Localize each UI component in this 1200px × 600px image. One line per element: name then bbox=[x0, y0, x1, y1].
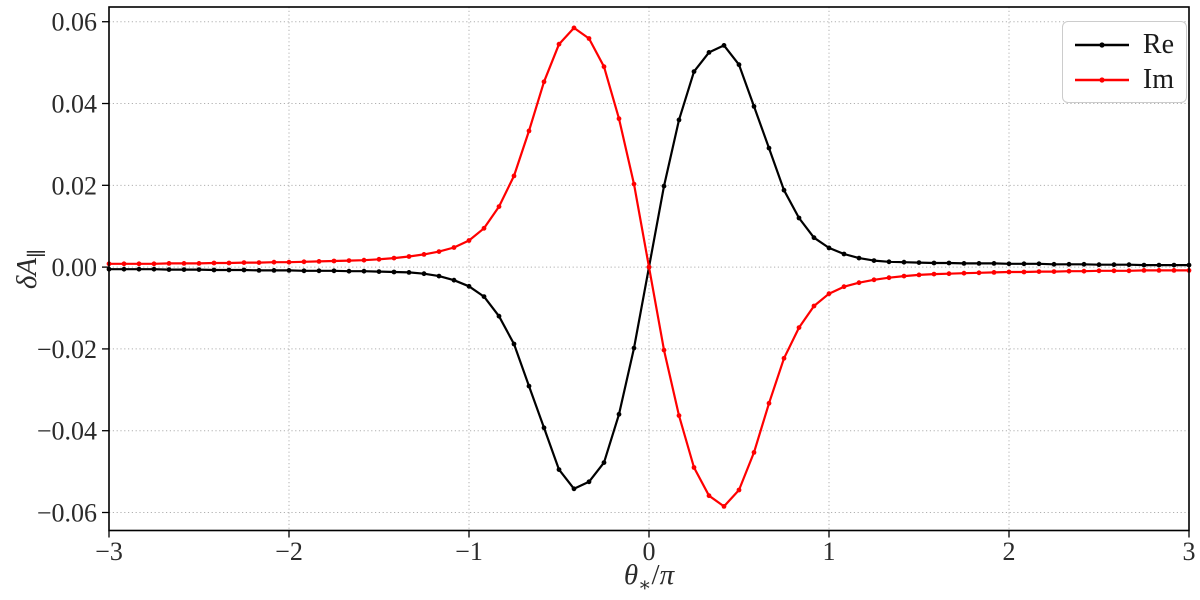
im-line-sample-icon bbox=[1074, 76, 1129, 83]
y-axis-label-sub: ∥ bbox=[25, 248, 48, 258]
x-axis-label-pi: π bbox=[659, 559, 675, 591]
re-line-sample-icon bbox=[1074, 41, 1129, 48]
svg-text:−2: −2 bbox=[275, 537, 303, 566]
svg-text:−0.06: −0.06 bbox=[37, 499, 97, 528]
svg-text:−0.02: −0.02 bbox=[37, 335, 97, 364]
x-axis-label: θ∗/π bbox=[624, 559, 674, 597]
svg-text:2: 2 bbox=[1003, 537, 1016, 566]
svg-text:0.00: 0.00 bbox=[52, 253, 98, 282]
svg-text:−1: −1 bbox=[455, 537, 483, 566]
svg-text:0.06: 0.06 bbox=[52, 8, 98, 37]
legend: Re Im bbox=[1061, 21, 1187, 103]
legend-label-re: Re bbox=[1142, 28, 1174, 60]
svg-text:0.02: 0.02 bbox=[52, 171, 98, 200]
legend-label-im: Im bbox=[1142, 63, 1174, 95]
svg-text:3: 3 bbox=[1183, 537, 1196, 566]
legend-entry-re: Re bbox=[1074, 28, 1174, 61]
svg-text:−0.04: −0.04 bbox=[37, 417, 97, 446]
x-axis-label-theta: θ bbox=[623, 559, 639, 591]
svg-text:0: 0 bbox=[643, 537, 656, 566]
svg-text:−3: −3 bbox=[95, 537, 123, 566]
legend-entry-im: Im bbox=[1074, 63, 1174, 96]
svg-text:0.04: 0.04 bbox=[52, 90, 98, 119]
x-axis-label-sub: ∗ bbox=[638, 573, 652, 596]
y-axis-label: δA∥ bbox=[11, 249, 49, 289]
svg-text:1: 1 bbox=[823, 537, 836, 566]
x-axis-label-slash: / bbox=[651, 559, 660, 591]
y-axis-label-base: δA bbox=[11, 257, 44, 290]
